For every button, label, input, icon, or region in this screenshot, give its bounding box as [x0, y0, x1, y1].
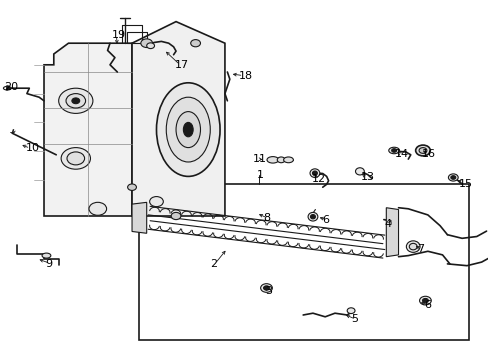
Ellipse shape: [355, 168, 364, 175]
Ellipse shape: [166, 97, 210, 162]
Text: 3: 3: [264, 285, 271, 296]
Ellipse shape: [309, 169, 319, 177]
Polygon shape: [44, 43, 132, 216]
Text: 8: 8: [263, 213, 270, 223]
Ellipse shape: [408, 243, 416, 250]
Ellipse shape: [59, 88, 93, 113]
Ellipse shape: [283, 157, 293, 163]
Polygon shape: [132, 202, 146, 233]
Ellipse shape: [450, 176, 455, 179]
Text: 6: 6: [321, 215, 328, 225]
Ellipse shape: [415, 145, 429, 156]
Text: 18: 18: [238, 71, 252, 81]
Ellipse shape: [146, 43, 154, 49]
Text: 9: 9: [45, 258, 53, 269]
Text: 19: 19: [111, 30, 125, 40]
Ellipse shape: [89, 202, 106, 215]
Text: 1: 1: [257, 170, 264, 180]
Ellipse shape: [67, 152, 84, 165]
Ellipse shape: [171, 212, 181, 220]
Ellipse shape: [61, 148, 90, 169]
Ellipse shape: [310, 215, 315, 219]
Ellipse shape: [156, 83, 220, 176]
Text: 12: 12: [311, 174, 325, 184]
Text: 10: 10: [25, 143, 40, 153]
Text: 15: 15: [458, 179, 472, 189]
Ellipse shape: [388, 147, 399, 154]
Text: 17: 17: [175, 60, 189, 70]
Text: 2: 2: [210, 258, 217, 269]
Ellipse shape: [346, 308, 354, 314]
Polygon shape: [132, 22, 224, 216]
Ellipse shape: [141, 39, 152, 48]
Bar: [139, 184, 468, 340]
Ellipse shape: [447, 174, 457, 181]
Ellipse shape: [266, 157, 278, 163]
Text: 20: 20: [4, 82, 18, 92]
Ellipse shape: [263, 286, 269, 290]
Ellipse shape: [190, 40, 200, 47]
Text: 13: 13: [360, 172, 374, 182]
Ellipse shape: [42, 253, 51, 258]
Ellipse shape: [127, 184, 136, 190]
Ellipse shape: [419, 296, 430, 305]
Text: 16: 16: [421, 149, 435, 159]
Text: 5: 5: [350, 314, 357, 324]
Ellipse shape: [176, 112, 200, 148]
Text: 6: 6: [423, 300, 430, 310]
Ellipse shape: [391, 149, 396, 152]
Polygon shape: [386, 208, 398, 257]
Text: 14: 14: [394, 149, 408, 159]
Ellipse shape: [260, 284, 272, 292]
Ellipse shape: [277, 157, 285, 163]
Ellipse shape: [66, 94, 85, 108]
Ellipse shape: [406, 241, 419, 252]
Ellipse shape: [307, 212, 317, 221]
Text: 4: 4: [384, 219, 391, 229]
Ellipse shape: [149, 197, 163, 207]
Ellipse shape: [72, 98, 80, 104]
Ellipse shape: [422, 298, 427, 303]
Text: 7: 7: [416, 244, 423, 254]
Text: 11: 11: [252, 154, 266, 164]
Ellipse shape: [418, 148, 426, 153]
Ellipse shape: [312, 171, 317, 175]
Ellipse shape: [183, 122, 193, 137]
